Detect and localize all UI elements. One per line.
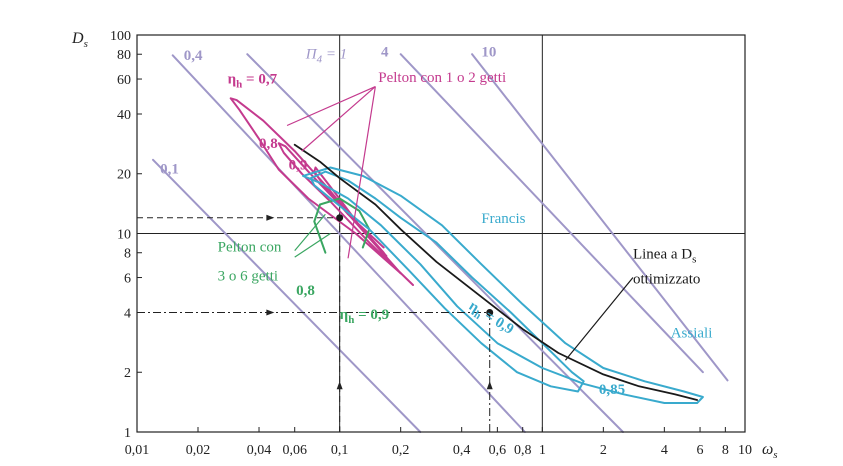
series-0-4 [171,54,526,433]
label-pelton36b: 3 o 6 getti [218,268,278,284]
label-p09: 0,9 [289,158,308,174]
series-10 [471,53,729,382]
label-linea1: Linea a Ds [633,246,696,265]
y-tick-label: 4 [124,306,131,321]
y-tick-label: 20 [117,168,131,183]
y-tick-label: 1 [124,426,131,441]
series-4-1 [246,53,624,433]
y-axis-label: Ds [71,30,88,50]
axis-ticks: 0,01 0,02 0,04 0,06 0,1 0,2 0,4 0,6 0,8 1 2 4 6 8 1012… [110,29,752,458]
label-assiali: Assiali [671,325,713,341]
y-tick-label: 100 [110,29,131,44]
x-tick-label: 0,02 [186,443,211,458]
arrow-marker [266,309,275,316]
y-tick-label: 60 [117,73,131,88]
leader-line [301,86,376,152]
x-tick-label: 0,8 [514,443,532,458]
label-eta07: ηh = 0,7 [228,71,278,90]
label-francis: Francis [481,211,525,227]
arrow-marker [486,381,493,390]
y-tick-label: 40 [117,108,131,123]
x-tick-label: 2 [600,443,607,458]
x-tick-label: 10 [738,443,752,458]
x-tick-label: 0,06 [282,443,307,458]
leader-line [347,86,376,259]
x-tick-label: 0,2 [392,443,410,458]
label-pelton36a: Pelton con [218,240,282,256]
label-f085: 0,85 [599,382,625,398]
arrow-marker [336,381,343,390]
label-pi_01: 0,1 [160,162,179,178]
series-linea-a-ds-ottimizzato [293,143,698,401]
data-point [486,308,494,316]
label-pelton12: Pelton con 1 o 2 getti [378,70,506,86]
chart-series [152,53,729,433]
data-point [336,214,344,222]
x-tick-label: 6 [697,443,704,458]
arrow-marker [266,214,275,221]
leader-line [294,232,331,258]
x-axis-label: ωs [762,441,778,461]
x-tick-label: 0,4 [453,443,471,458]
leader-line [564,277,634,361]
label-pi_04: 0,4 [184,48,203,64]
series-0-1 [152,158,422,433]
label-eta09: ηh = 0,9 [340,307,389,326]
label-g08: 0,8 [296,283,315,299]
label-linea2: ottimizzato [633,271,700,287]
series-4 [399,53,704,374]
reference-guides [137,214,494,432]
leader-line [294,213,326,251]
series-francis-0-9 [309,170,585,393]
x-tick-label: 0,6 [489,443,507,458]
x-tick-label: 1 [539,443,546,458]
y-tick-label: 80 [117,48,131,63]
label-pi4-eq-1: Π4 = 1 [305,47,347,66]
y-tick-label: 10 [117,228,131,243]
grid-lines [137,35,745,432]
x-tick-label: 0,04 [247,443,272,458]
series-francis-0-85 [302,166,704,404]
x-tick-label: 0,1 [331,443,349,458]
y-tick-label: 8 [124,247,131,262]
y-tick-label: 6 [124,272,131,287]
label-pi_10: 10 [481,44,496,60]
label-p08: 0,8 [259,136,278,152]
leader-line [286,85,376,127]
x-tick-label: 0,01 [125,443,150,458]
label-pi_4: 4 [381,44,389,60]
x-tick-label: 4 [661,443,668,458]
x-tick-label: 8 [722,443,729,458]
y-tick-label: 2 [124,366,131,381]
